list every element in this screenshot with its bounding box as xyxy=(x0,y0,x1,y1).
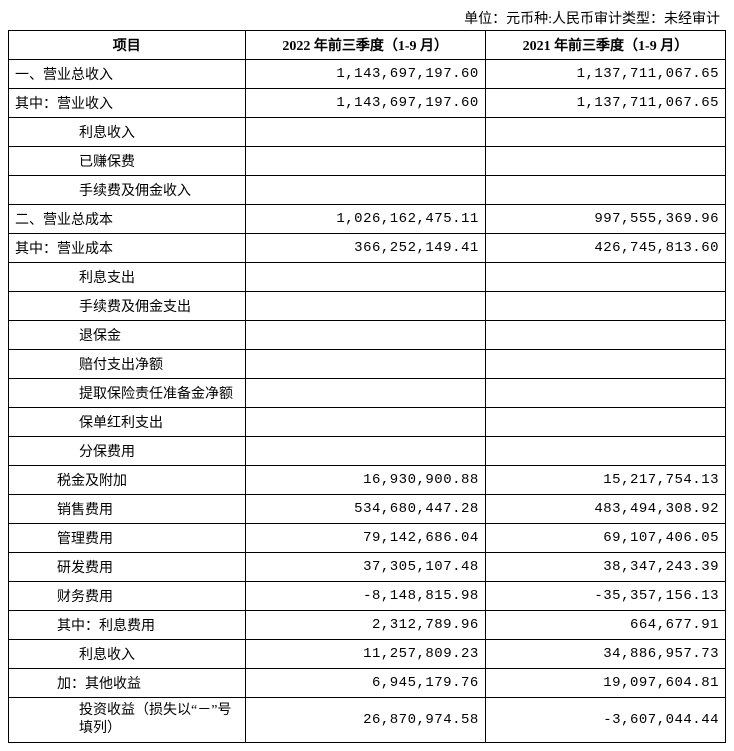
value-2022 xyxy=(245,321,485,350)
value-2021 xyxy=(485,176,725,205)
row-label: 分保费用 xyxy=(9,437,246,466)
row-label: 其中：利息费用 xyxy=(9,611,246,640)
row-label: 一、营业总收入 xyxy=(9,60,246,89)
header-2021: 2021 年前三季度（1-9 月） xyxy=(485,31,725,60)
value-2022 xyxy=(245,263,485,292)
row-label: 其中：营业收入 xyxy=(9,89,246,118)
table-caption: 单位：元币种:人民币审计类型：未经审计 xyxy=(8,8,726,28)
row-label: 投资收益（损失以“－”号填列） xyxy=(9,698,246,743)
table-row: 一、营业总收入1,143,697,197.601,137,711,067.65 xyxy=(9,60,726,89)
header-2022: 2022 年前三季度（1-9 月） xyxy=(245,31,485,60)
row-label: 税金及附加 xyxy=(9,466,246,495)
row-label: 管理费用 xyxy=(9,524,246,553)
value-2021: 19,097,604.81 xyxy=(485,669,725,698)
row-label: 利息支出 xyxy=(9,263,246,292)
value-2022: 1,143,697,197.60 xyxy=(245,60,485,89)
value-2021: -35,357,156.13 xyxy=(485,582,725,611)
row-label: 提取保险责任准备金净额 xyxy=(9,379,246,408)
table-row: 二、营业总成本1,026,162,475.11997,555,369.96 xyxy=(9,205,726,234)
value-2021: 1,137,711,067.65 xyxy=(485,60,725,89)
value-2022: 6,945,179.76 xyxy=(245,669,485,698)
row-label: 手续费及佣金收入 xyxy=(9,176,246,205)
value-2021 xyxy=(485,350,725,379)
header-item: 项目 xyxy=(9,31,246,60)
value-2021 xyxy=(485,292,725,321)
table-row: 分保费用 xyxy=(9,437,726,466)
value-2021: 426,745,813.60 xyxy=(485,234,725,263)
value-2022: 16,930,900.88 xyxy=(245,466,485,495)
value-2021 xyxy=(485,408,725,437)
value-2022: 26,870,974.58 xyxy=(245,698,485,743)
table-row: 税金及附加16,930,900.8815,217,754.13 xyxy=(9,466,726,495)
table-row: 财务费用-8,148,815.98-35,357,156.13 xyxy=(9,582,726,611)
value-2021: -3,607,044.44 xyxy=(485,698,725,743)
value-2022 xyxy=(245,408,485,437)
value-2022 xyxy=(245,176,485,205)
value-2021: 997,555,369.96 xyxy=(485,205,725,234)
value-2022: 1,026,162,475.11 xyxy=(245,205,485,234)
table-row: 投资收益（损失以“－”号填列）26,870,974.58-3,607,044.4… xyxy=(9,698,726,743)
value-2022: 37,305,107.48 xyxy=(245,553,485,582)
value-2022: 11,257,809.23 xyxy=(245,640,485,669)
table-row: 其中：营业收入1,143,697,197.601,137,711,067.65 xyxy=(9,89,726,118)
value-2021: 38,347,243.39 xyxy=(485,553,725,582)
row-label: 保单红利支出 xyxy=(9,408,246,437)
value-2021 xyxy=(485,321,725,350)
table-row: 利息收入11,257,809.2334,886,957.73 xyxy=(9,640,726,669)
value-2022: 534,680,447.28 xyxy=(245,495,485,524)
row-label: 手续费及佣金支出 xyxy=(9,292,246,321)
row-label: 其中：营业成本 xyxy=(9,234,246,263)
value-2021 xyxy=(485,147,725,176)
value-2021 xyxy=(485,118,725,147)
row-label: 加：其他收益 xyxy=(9,669,246,698)
table-row: 管理费用79,142,686.0469,107,406.05 xyxy=(9,524,726,553)
row-label: 研发费用 xyxy=(9,553,246,582)
table-row: 退保金 xyxy=(9,321,726,350)
value-2021: 483,494,308.92 xyxy=(485,495,725,524)
value-2021 xyxy=(485,379,725,408)
table-row: 其中：营业成本366,252,149.41426,745,813.60 xyxy=(9,234,726,263)
value-2021: 69,107,406.05 xyxy=(485,524,725,553)
value-2022 xyxy=(245,292,485,321)
table-row: 提取保险责任准备金净额 xyxy=(9,379,726,408)
table-row: 研发费用37,305,107.4838,347,243.39 xyxy=(9,553,726,582)
row-label: 销售费用 xyxy=(9,495,246,524)
value-2022 xyxy=(245,350,485,379)
row-label: 利息收入 xyxy=(9,640,246,669)
value-2021: 664,677.91 xyxy=(485,611,725,640)
row-label: 已赚保费 xyxy=(9,147,246,176)
table-row: 手续费及佣金收入 xyxy=(9,176,726,205)
table-row: 利息支出 xyxy=(9,263,726,292)
table-row: 保单红利支出 xyxy=(9,408,726,437)
value-2022: 366,252,149.41 xyxy=(245,234,485,263)
value-2021 xyxy=(485,263,725,292)
row-label: 利息收入 xyxy=(9,118,246,147)
row-label: 退保金 xyxy=(9,321,246,350)
row-label: 二、营业总成本 xyxy=(9,205,246,234)
value-2021: 1,137,711,067.65 xyxy=(485,89,725,118)
value-2022 xyxy=(245,118,485,147)
value-2021 xyxy=(485,437,725,466)
value-2022 xyxy=(245,379,485,408)
value-2021: 15,217,754.13 xyxy=(485,466,725,495)
table-row: 赔付支出净额 xyxy=(9,350,726,379)
row-label: 财务费用 xyxy=(9,582,246,611)
value-2022: -8,148,815.98 xyxy=(245,582,485,611)
table-row: 手续费及佣金支出 xyxy=(9,292,726,321)
value-2022: 79,142,686.04 xyxy=(245,524,485,553)
value-2022: 1,143,697,197.60 xyxy=(245,89,485,118)
value-2022 xyxy=(245,147,485,176)
financial-table: 项目 2022 年前三季度（1-9 月） 2021 年前三季度（1-9 月） 一… xyxy=(8,30,726,743)
value-2022: 2,312,789.96 xyxy=(245,611,485,640)
table-row: 加：其他收益6,945,179.7619,097,604.81 xyxy=(9,669,726,698)
value-2022 xyxy=(245,437,485,466)
table-row: 已赚保费 xyxy=(9,147,726,176)
header-row: 项目 2022 年前三季度（1-9 月） 2021 年前三季度（1-9 月） xyxy=(9,31,726,60)
row-label: 赔付支出净额 xyxy=(9,350,246,379)
table-row: 其中：利息费用2,312,789.96664,677.91 xyxy=(9,611,726,640)
table-row: 利息收入 xyxy=(9,118,726,147)
value-2021: 34,886,957.73 xyxy=(485,640,725,669)
table-row: 销售费用534,680,447.28483,494,308.92 xyxy=(9,495,726,524)
